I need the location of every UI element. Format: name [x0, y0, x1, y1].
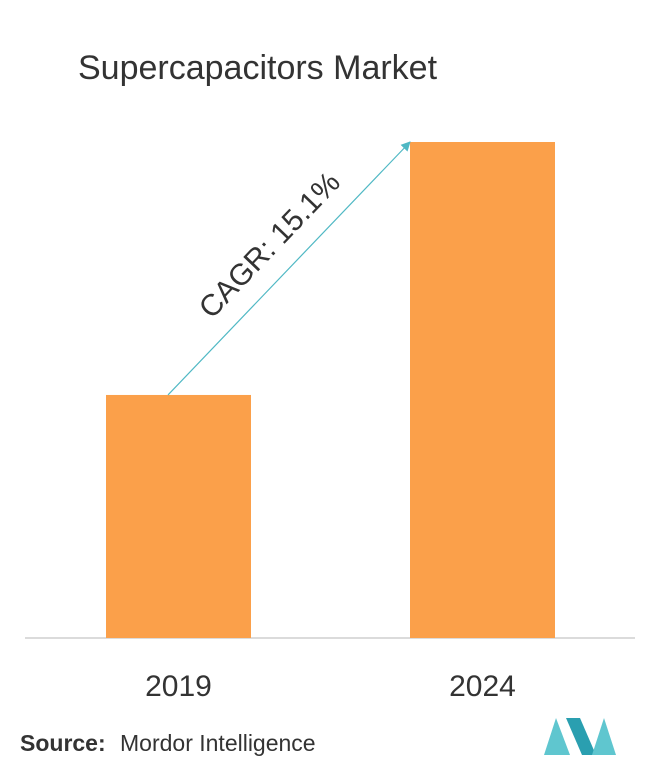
x-tick-label: 2019	[145, 670, 212, 703]
logo	[544, 718, 616, 755]
cagr-arrow	[167, 141, 411, 396]
bar	[410, 142, 555, 638]
source-label: Source:	[20, 730, 106, 756]
chart-title: Supercapacitors Market	[78, 49, 438, 87]
bar	[106, 394, 251, 638]
source: Mordor Intelligence	[120, 730, 316, 756]
x-tick-label: 2024	[449, 670, 516, 703]
